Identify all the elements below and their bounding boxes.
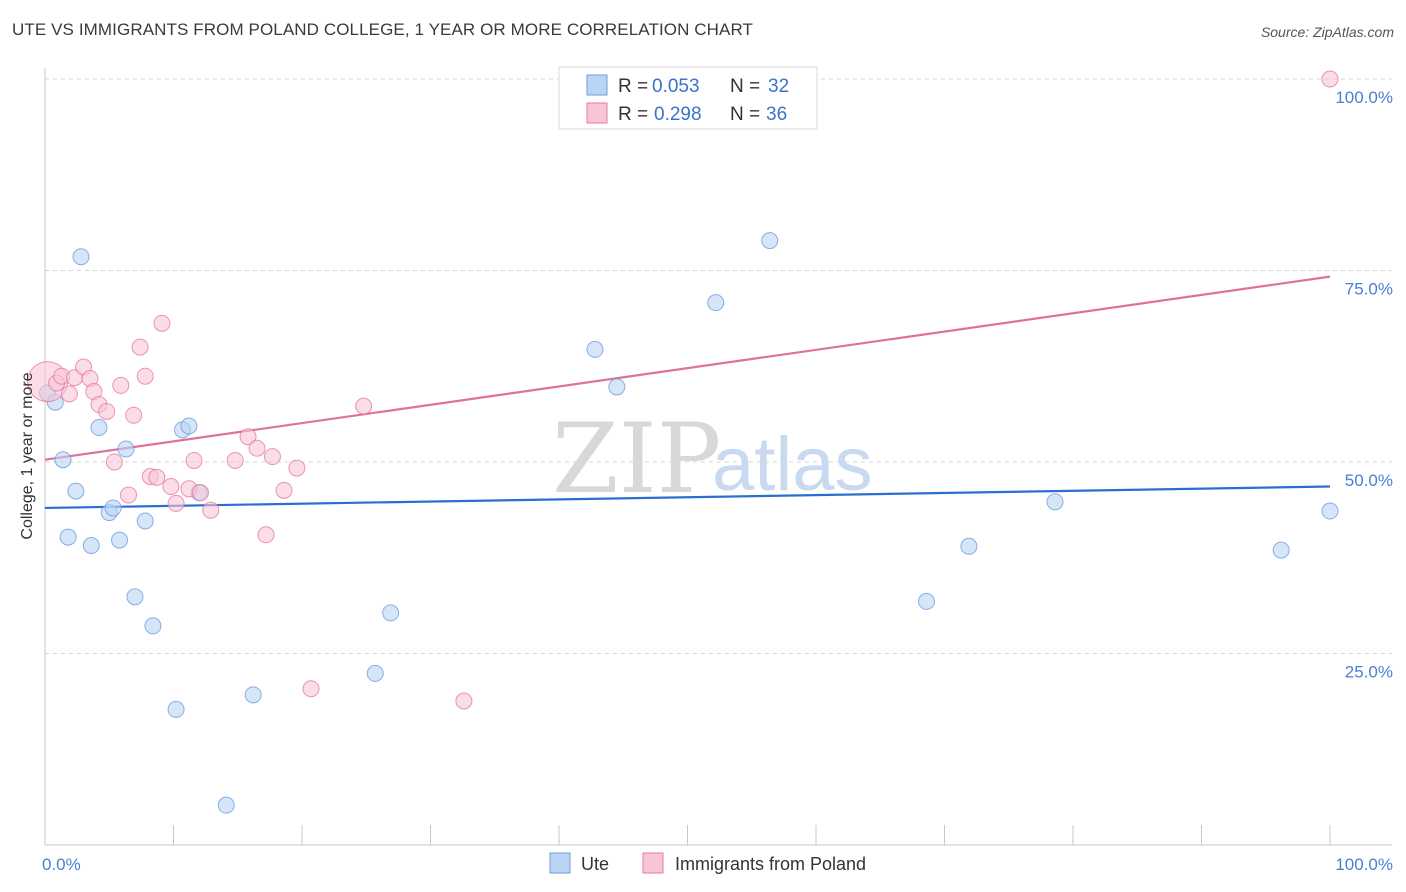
legend-poland-r-value: 0.298 [654,104,702,125]
point-ute-30 [1272,541,1290,559]
point-ute-31 [1321,502,1339,520]
legend-poland-r-label: R = [618,104,648,125]
point-poland-9 [98,402,116,420]
axes [44,68,1392,846]
data-points [27,70,1339,814]
point-ute-25 [707,294,725,312]
grid-lines [45,78,1392,654]
legend-ute-r-label: R = [618,76,648,97]
legend-ute-r-value: 0.053 [652,76,700,97]
bottom-legend-swatch-poland [642,852,664,874]
legend-poland-n-value: 36 [766,104,787,125]
point-ute-22 [382,604,400,622]
x-tick-labels: 0.0% 100.0% [42,855,1393,874]
point-poland-27 [248,439,266,457]
point-ute-5 [72,248,90,266]
point-poland-30 [275,481,293,499]
point-poland-22 [185,451,203,469]
point-poland-17 [148,468,166,486]
y-tick-labels: 25.0% 50.0% 75.0% 100.0% [1335,88,1393,682]
trend-lines [44,275,1331,510]
point-ute-12 [126,588,144,606]
point-poland-18 [153,314,171,332]
point-ute-3 [59,528,77,546]
point-ute-2 [54,451,72,469]
point-poland-32 [302,680,320,698]
chart-title: UTE VS IMMIGRANTS FROM POLAND COLLEGE, 1… [12,20,754,39]
point-ute-23 [586,340,604,358]
point-poland-29 [263,448,281,466]
trend-line-ute [44,485,1331,510]
legend-ute-n-value: 32 [768,76,789,97]
x-tick-label-1: 100.0% [1335,855,1393,874]
watermark-atlas: atlas [712,422,873,507]
bottom-legend-swatch-ute [549,852,571,874]
point-ute-15 [167,700,185,718]
legend-swatch-poland [586,102,608,124]
point-ute-9 [104,499,122,517]
point-ute-13 [136,512,154,530]
legend-poland-n-label: N = [730,104,760,125]
legend-ute-n-label: N = [730,76,760,97]
point-ute-4 [67,482,85,500]
y-axis-label: College, 1 year or more [19,372,36,539]
point-poland-23 [191,484,209,502]
point-poland-14 [131,338,149,356]
point-ute-10 [111,531,129,549]
point-ute-29 [1046,493,1064,511]
point-ute-7 [90,419,108,437]
point-poland-35 [1321,70,1339,88]
point-poland-15 [136,367,154,385]
point-poland-19 [162,478,180,496]
point-poland-24 [202,501,220,519]
point-poland-28 [257,526,275,544]
point-ute-14 [144,617,162,635]
bottom-legend-ute-label: Ute [581,854,609,874]
point-ute-27 [918,592,936,610]
point-ute-17 [180,417,198,435]
point-poland-20 [167,494,185,512]
point-poland-26 [239,428,257,446]
y-tick-label-2: 75.0% [1345,280,1393,299]
y-tick-label-0: 25.0% [1345,663,1393,682]
legend-swatch-ute [586,74,608,96]
point-poland-11 [112,376,130,394]
point-ute-26 [761,232,779,250]
y-tick-label-1: 50.0% [1345,471,1393,490]
trend-line-poland [44,275,1331,461]
point-poland-31 [288,459,306,477]
point-ute-20 [244,686,262,704]
bottom-legend-poland-label: Immigrants from Poland [675,854,866,874]
source-credit: Source: ZipAtlas.com [1260,24,1394,40]
x-tick-label-0: 0.0% [42,855,81,874]
point-poland-34 [455,692,473,710]
point-poland-13 [125,406,143,424]
y-tick-label-3: 100.0% [1335,88,1393,107]
point-poland-10 [105,453,123,471]
legend: R = 0.053 N = 32 R = 0.298 N = 36 [558,66,818,130]
point-ute-21 [366,664,384,682]
bottom-legend: Ute Immigrants from Poland [549,852,866,874]
point-poland-25 [226,451,244,469]
point-poland-12 [120,486,138,504]
point-ute-11 [117,440,135,458]
point-ute-6 [82,536,100,554]
point-poland-3 [60,385,78,403]
point-ute-28 [960,537,978,555]
point-ute-24 [608,378,626,396]
point-poland-33 [355,397,373,415]
point-ute-19 [217,796,235,814]
